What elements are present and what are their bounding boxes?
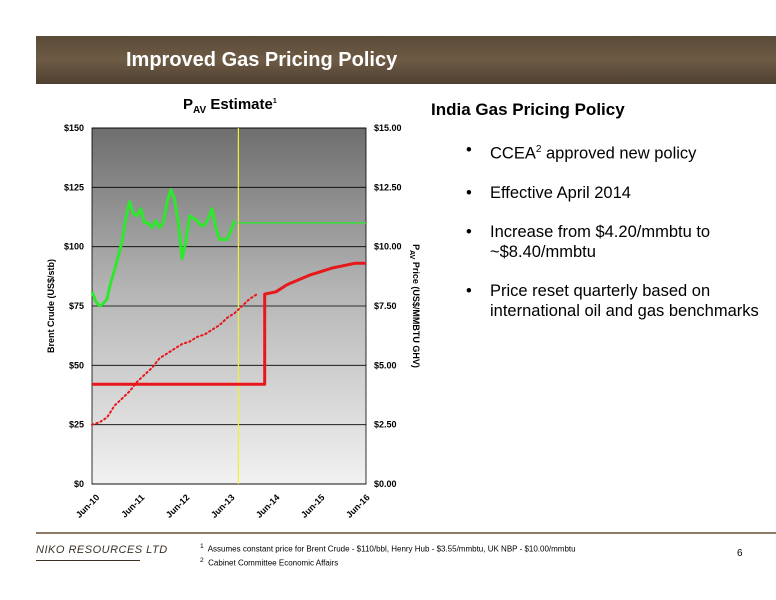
x-tick-label: Jun-13 <box>209 492 237 520</box>
series-line-4 <box>91 293 259 426</box>
company-logo: NIKO RESOURCES LTD <box>36 544 168 556</box>
bullet-item: • Increase from $4.20/mmbtu to ~$8.40/mmb… <box>466 222 766 262</box>
bullet-text: Price reset quarterly based on internati… <box>490 281 759 320</box>
policy-heading: India Gas Pricing Policy <box>431 100 625 119</box>
series-line-1 <box>90 188 236 308</box>
y-right-tick-label: $10.00 <box>374 242 402 252</box>
y-right-tick-label: $0.00 <box>374 479 397 489</box>
x-tick-label: Jun-12 <box>164 492 192 520</box>
bullet-marker: • <box>466 183 472 202</box>
y-right-tick-label: $2.50 <box>374 420 397 430</box>
y-right-axis-title: PAV Price (US$/MMBTU GHV) <box>408 244 421 368</box>
y-right-tick-label: $7.50 <box>374 301 397 311</box>
series-line-3 <box>92 261 366 386</box>
footnotes: 1 Assumes constant price for Brent Crude… <box>200 541 576 568</box>
plot-border <box>91 127 367 485</box>
bullet-text: CCEA <box>490 144 536 163</box>
x-tick-label: Jun-15 <box>299 492 327 520</box>
x-tick-label: Jun-14 <box>254 492 282 520</box>
chart-title-footnote-mark: 1 <box>272 98 277 105</box>
y-left-tick-label: $50 <box>69 360 84 370</box>
footnote-text: Cabinet Committee Economic Affairs <box>208 558 339 568</box>
bullet-text: Effective April 2014 <box>490 183 631 202</box>
footnote-1: 1 Assumes constant price for Brent Crude… <box>200 541 576 555</box>
page-title: Improved Gas Pricing Policy <box>126 49 398 71</box>
y-left-tick-label: $25 <box>69 420 84 430</box>
bullet-footnote-mark: 2 <box>535 144 542 155</box>
policy-bullet-list: • CCEA2 approved new policy • Effective Ap… <box>466 140 766 340</box>
chart-title-main: P <box>183 96 194 113</box>
footnote-2: 2 Cabinet Committee Economic Affairs <box>200 555 576 569</box>
bullet-marker: • <box>466 281 472 300</box>
logo-underline <box>36 560 140 561</box>
footnote-mark: 1 <box>200 543 204 550</box>
footnote-text: Assumes constant price for Brent Crude -… <box>207 544 576 554</box>
chart-title-sub: AV <box>193 105 207 116</box>
x-tick-label: Jun-11 <box>119 492 146 519</box>
footnote-mark: 2 <box>200 556 204 564</box>
bullet-marker: • <box>466 222 472 241</box>
bullet-item: • Price reset quarterly based on internat… <box>466 281 766 321</box>
bullet-text: approved new policy <box>541 144 697 163</box>
chart-title-rest: Estimate <box>206 96 273 113</box>
y-right-tick-label: $12.50 <box>374 182 402 192</box>
bullet-item: • Effective April 2014 <box>466 183 766 203</box>
y-right-tick-label: $15.00 <box>374 123 402 133</box>
title-banner <box>36 36 776 84</box>
y-left-tick-label: $150 <box>64 123 84 133</box>
y-left-axis-title: Brent Crude (US$/stb) <box>46 259 56 353</box>
bullet-item: • CCEA2 approved new policy <box>466 140 766 164</box>
y-left-tick-label: $100 <box>64 242 84 252</box>
bullet-marker: • <box>466 141 472 159</box>
x-tick-label: Jun-10 <box>74 492 102 520</box>
footer-divider <box>36 532 776 534</box>
chart-title: PAV Estimate1 <box>183 96 277 116</box>
y-right-tick-label: $5.00 <box>374 360 397 370</box>
y-left-tick-label: $0 <box>74 479 84 489</box>
y-left-tick-label: $125 <box>64 182 84 192</box>
bullet-text: Increase from $4.20/mmbtu to ~$8.40/mmbt… <box>490 222 711 261</box>
page-number: 6 <box>737 548 743 559</box>
x-tick-label: Jun-16 <box>344 492 372 520</box>
y-left-tick-label: $75 <box>69 301 84 311</box>
